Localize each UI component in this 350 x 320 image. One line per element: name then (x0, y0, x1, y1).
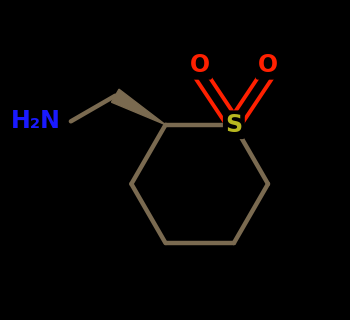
Text: O: O (258, 53, 278, 77)
Text: O: O (190, 53, 210, 77)
Text: H₂N: H₂N (11, 109, 61, 133)
Polygon shape (112, 89, 166, 125)
Text: S: S (225, 113, 243, 137)
